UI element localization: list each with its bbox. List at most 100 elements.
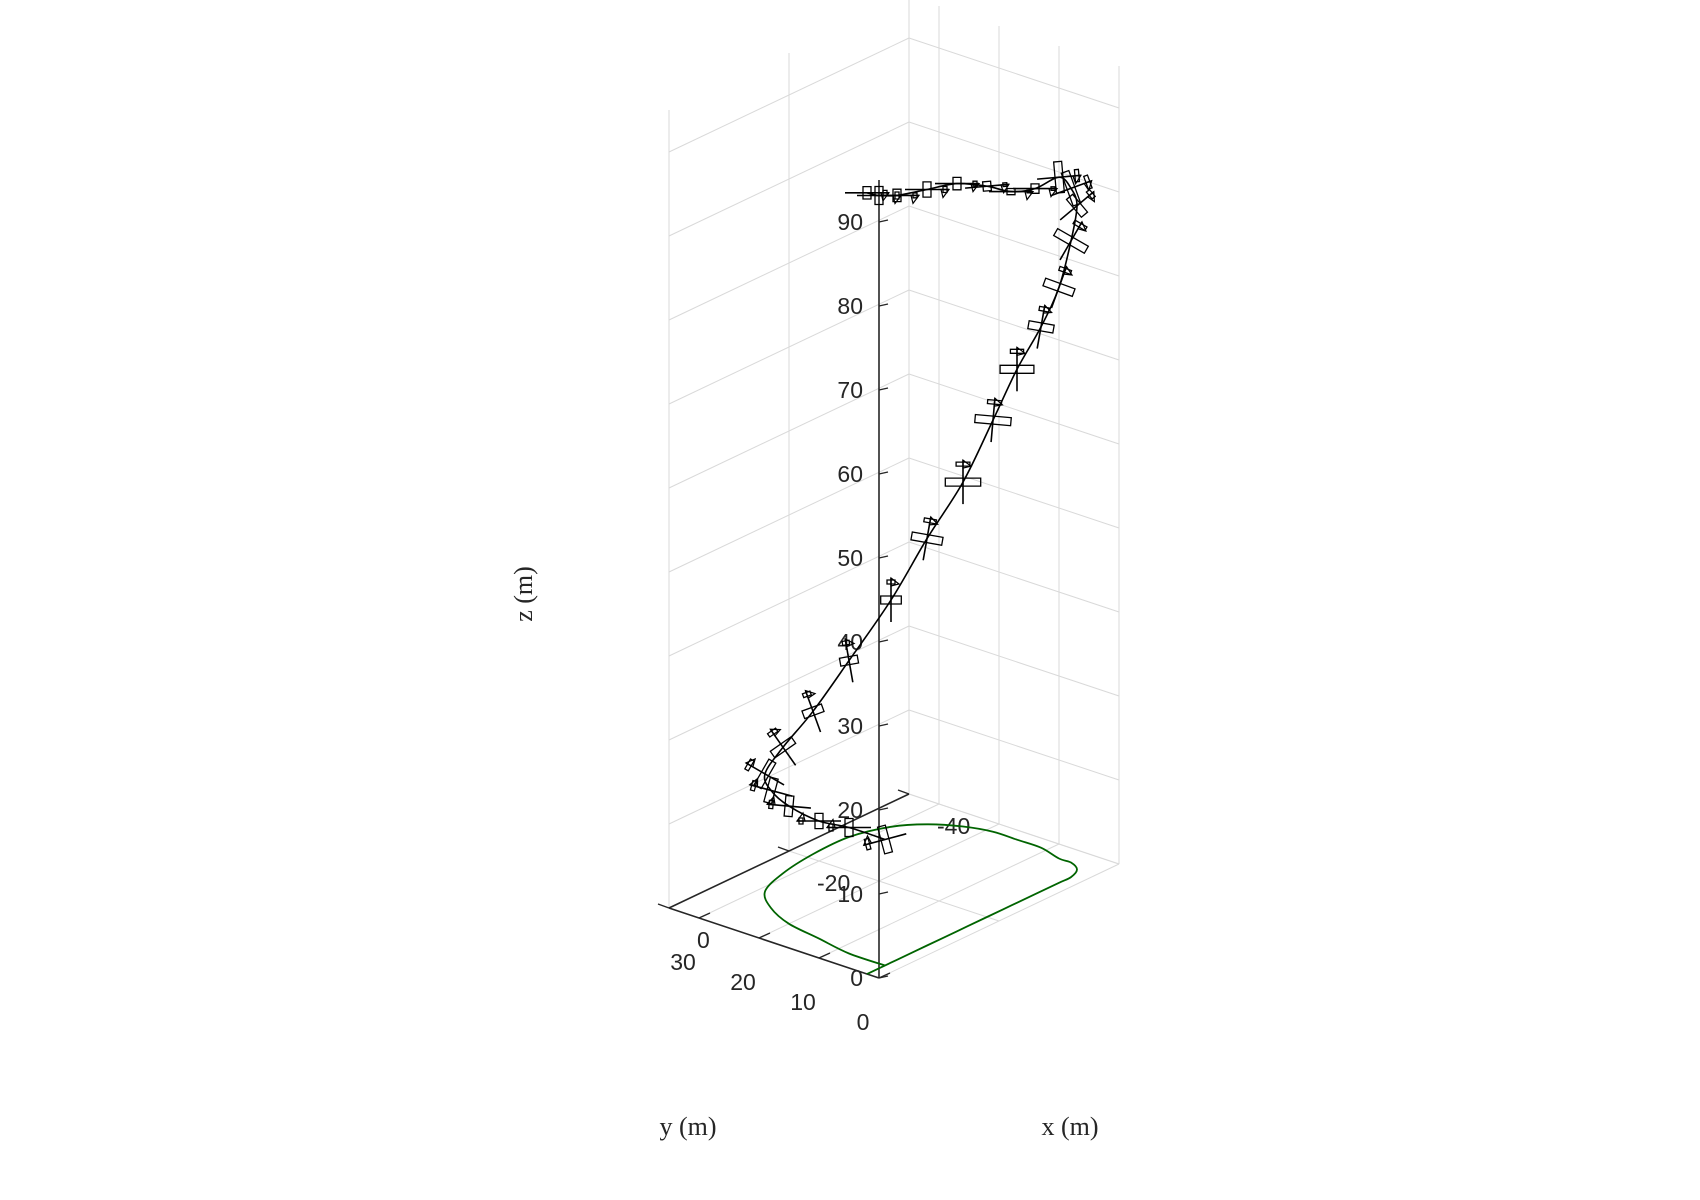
wall-grid-line <box>668 205 910 321</box>
wall-grid-line <box>908 709 1120 781</box>
wall-grid-line <box>908 373 1120 445</box>
aircraft-wing <box>1052 160 1066 194</box>
aircraft-wing <box>769 735 797 759</box>
aircraft-fin <box>844 637 856 648</box>
aircraft-fin <box>825 818 836 829</box>
aircraft-wing <box>892 188 902 203</box>
aircraft-fin <box>993 396 1004 407</box>
aircraft-marker <box>965 180 1011 195</box>
aircraft-fin <box>1077 220 1087 232</box>
z-tick-label: 30 <box>837 713 863 739</box>
wall-grid-line <box>908 289 1120 361</box>
z-tick-label: 10 <box>837 881 863 907</box>
aircraft-wing <box>1065 193 1089 219</box>
floor-grid-line <box>818 843 1060 959</box>
wall-grid-line <box>668 37 910 153</box>
aircraft-marker <box>944 458 982 505</box>
aircraft-fin <box>1072 174 1083 186</box>
y-tick-label: 30 <box>670 949 696 975</box>
aircraft-fin <box>862 834 873 847</box>
z-tick-label: 70 <box>837 377 863 403</box>
wall-grid-line <box>908 205 1120 277</box>
aircraft-wing <box>1027 320 1055 334</box>
aircraft-tailplane <box>1085 188 1097 200</box>
aircraft-marker <box>1052 219 1090 261</box>
x-tick-mark <box>777 846 790 852</box>
wall-grid-line <box>668 289 910 405</box>
aircraft-wing <box>753 758 777 790</box>
aircraft-tailplane <box>801 690 813 699</box>
aircraft-fin <box>1000 183 1011 195</box>
z-tick-mark <box>878 723 889 727</box>
aircraft-wing <box>922 181 932 198</box>
aircraft-marker <box>1013 183 1059 198</box>
wall-grid-line <box>668 541 910 657</box>
aircraft-marker <box>880 576 902 622</box>
aircraft-wing <box>1042 277 1076 298</box>
aircraft-marker <box>825 817 871 838</box>
aircraft-markers <box>743 160 1097 855</box>
wall-grid-line <box>668 457 910 573</box>
aircraft-marker <box>845 185 891 203</box>
y-tick-mark <box>758 932 771 939</box>
wall-grid-line <box>668 373 910 489</box>
aircraft-marker <box>1027 303 1055 349</box>
aircraft-tailplane <box>886 579 896 585</box>
z-tick-mark <box>878 639 889 643</box>
axes <box>657 180 910 979</box>
aircraft-wing <box>814 812 824 830</box>
aircraft-marker <box>801 689 825 733</box>
x-axis-label: x (m) <box>1041 1112 1098 1141</box>
aircraft-wing <box>944 477 982 487</box>
aircraft-fin <box>769 728 782 737</box>
aircraft-fin <box>880 192 891 203</box>
aircraft-fin <box>1048 188 1059 198</box>
aircraft-tailplane <box>1002 181 1008 188</box>
wall-grid-line <box>668 709 910 825</box>
aircraft-marker <box>1037 160 1083 194</box>
floor-grid-line <box>878 863 1120 979</box>
aircraft-fin <box>1024 191 1035 201</box>
aircraft-wing <box>999 364 1035 374</box>
z-axis-label: z (m) <box>509 566 538 622</box>
wall-grid-line <box>908 541 1120 613</box>
aircraft-tailplane <box>1038 305 1051 313</box>
aircraft-fin <box>795 811 806 822</box>
x-tick-label: -20 <box>817 870 850 896</box>
x-tick-label: 0 <box>697 927 710 953</box>
z-tick-mark <box>878 891 889 895</box>
aircraft-fin <box>1083 179 1093 192</box>
aircraft-marker <box>910 515 944 561</box>
aircraft-marker <box>974 396 1012 443</box>
y-tick-mark <box>698 912 711 919</box>
y-tick-label: 20 <box>730 969 756 995</box>
aircraft-marker <box>935 176 981 193</box>
z-tick-label: 80 <box>837 293 863 319</box>
wall-grid-line <box>908 625 1120 697</box>
trajectory-line <box>763 176 1078 841</box>
aircraft-wing <box>844 817 854 838</box>
aircraft-wing <box>876 824 894 855</box>
aircraft-marker <box>862 824 907 855</box>
z-tick-mark <box>878 387 889 391</box>
z-tick-mark <box>878 219 889 223</box>
wall-grid-line <box>908 793 1120 865</box>
floor-grid-line <box>698 803 940 919</box>
wall-grid-line <box>668 625 910 741</box>
aircraft-fin <box>1062 265 1074 276</box>
aircraft-fin <box>1016 346 1027 357</box>
aircraft-tailplane <box>1050 186 1056 192</box>
aircraft-tailplane <box>942 185 948 194</box>
aircraft-marker <box>905 181 951 199</box>
wall-grid-line <box>908 121 1120 193</box>
grid-lines <box>668 0 1120 979</box>
aircraft-marker <box>999 346 1035 392</box>
floor-grid-line <box>788 850 1000 922</box>
aircraft-fin <box>910 194 921 205</box>
aircraft-wing <box>974 413 1012 427</box>
aircraft-wing <box>981 180 993 192</box>
aircraft-tailplane <box>841 639 851 647</box>
aircraft-fin <box>744 757 757 768</box>
aircraft-wing <box>1060 169 1082 207</box>
